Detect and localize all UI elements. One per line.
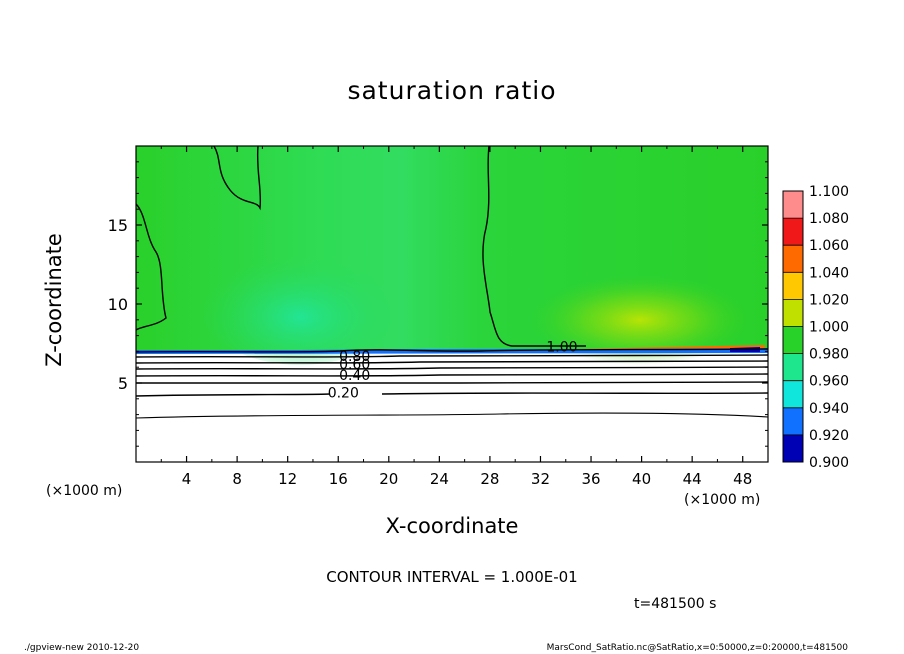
contour-label-1: 0.40	[339, 368, 370, 384]
contour-line-10	[135, 392, 769, 397]
colorbar: 1.100 1.080 1.060 1.040 1.020 1.000 0.980 0.960…	[782, 184, 849, 471]
colorbar-swatch-9	[783, 434, 803, 462]
colorbar-label-8: 0.940	[809, 401, 849, 417]
field-supersat-patch	[530, 275, 750, 365]
contour-line-4	[135, 348, 769, 353]
footer-left: ./gpview-new 2010-12-20	[24, 643, 140, 653]
x-unit-right: (×1000 m)	[684, 492, 761, 508]
colorbar-swatch-5	[783, 326, 803, 354]
x-axis-label: X-coordinate	[385, 514, 519, 538]
contour-line-9	[135, 381, 769, 385]
x-tick-label-7: 32	[531, 470, 550, 488]
x-tick-label-6: 28	[480, 470, 499, 488]
colorbar-label-2: 1.060	[809, 238, 849, 254]
contour-label-2: 0.60	[339, 357, 370, 373]
x-axis: 4 8 12 16 20 24 28 32 36 40 44 48	[160, 146, 752, 488]
colorbar-label-10: 0.900	[809, 455, 849, 471]
colorbar-label-9: 0.920	[809, 428, 849, 444]
contour-label-4: 1.00	[546, 340, 577, 356]
colorbar-label-5: 1.000	[809, 320, 849, 336]
colorbar-label-0: 1.100	[809, 184, 849, 200]
x-tick-label-10: 44	[683, 470, 702, 488]
x-tick-label-3: 16	[329, 470, 348, 488]
x-tick-label-5: 24	[430, 470, 449, 488]
x-tick-label-9: 40	[632, 470, 651, 488]
colorbar-label-1: 1.080	[809, 211, 849, 227]
contour-line-2	[135, 203, 167, 331]
y-tick-label-0: 5	[118, 374, 128, 393]
colorbar-label-7: 0.960	[809, 374, 849, 390]
colorbar-swatch-1	[783, 218, 803, 246]
colorbar-swatch-2	[783, 245, 803, 273]
contour-line-7	[135, 366, 769, 370]
colorbar-swatch-4	[783, 299, 803, 327]
footer-right: MarsCond_SatRatio.nc@SatRatio,x=0:50000,…	[546, 643, 848, 653]
contour-line-1	[213, 145, 262, 211]
colorbar-label-6: 0.980	[809, 347, 849, 363]
contour-line-5	[135, 354, 769, 358]
x-tick-label-11: 48	[733, 470, 752, 488]
contour-label-layer: 0.200.400.600.80 1.00	[328, 340, 578, 402]
field-dry-patch	[200, 245, 400, 365]
y-axis: 5 10 15	[108, 161, 768, 447]
colorbar-swatch-6	[783, 353, 803, 381]
chart-title: saturation ratio	[347, 76, 557, 105]
contour-line-8	[135, 373, 769, 377]
y-tick-label-1: 10	[108, 295, 128, 314]
colorbar-label-4: 1.020	[809, 292, 849, 308]
colorbar-swatch-7	[783, 380, 803, 408]
y-tick-label-2: 15	[108, 216, 128, 235]
colorbar-label-3: 1.040	[809, 265, 849, 281]
x-unit-left: (×1000 m)	[46, 483, 123, 499]
contour-interval-note: CONTOUR INTERVAL = 1.000E-01	[326, 568, 578, 586]
colorbar-swatch-3	[783, 272, 803, 300]
contour-line-3	[482, 145, 586, 347]
time-stamp: t=481500 s	[634, 596, 717, 612]
x-tick-label-8: 36	[581, 470, 600, 488]
contour-label-0: 0.20	[328, 385, 359, 401]
contour-line-6	[135, 360, 769, 364]
y-axis-label: Z-coordinate	[42, 233, 66, 367]
contours	[135, 145, 769, 419]
colorbar-swatch-8	[783, 407, 803, 435]
contour-line-11	[135, 412, 769, 419]
x-tick-label-2: 12	[278, 470, 297, 488]
x-tick-label-1: 8	[232, 470, 242, 488]
colorbar-swatch-0	[783, 191, 803, 219]
contour-label-3: 0.80	[339, 349, 370, 365]
x-tick-label-0: 4	[182, 470, 192, 488]
x-tick-label-4: 20	[379, 470, 398, 488]
